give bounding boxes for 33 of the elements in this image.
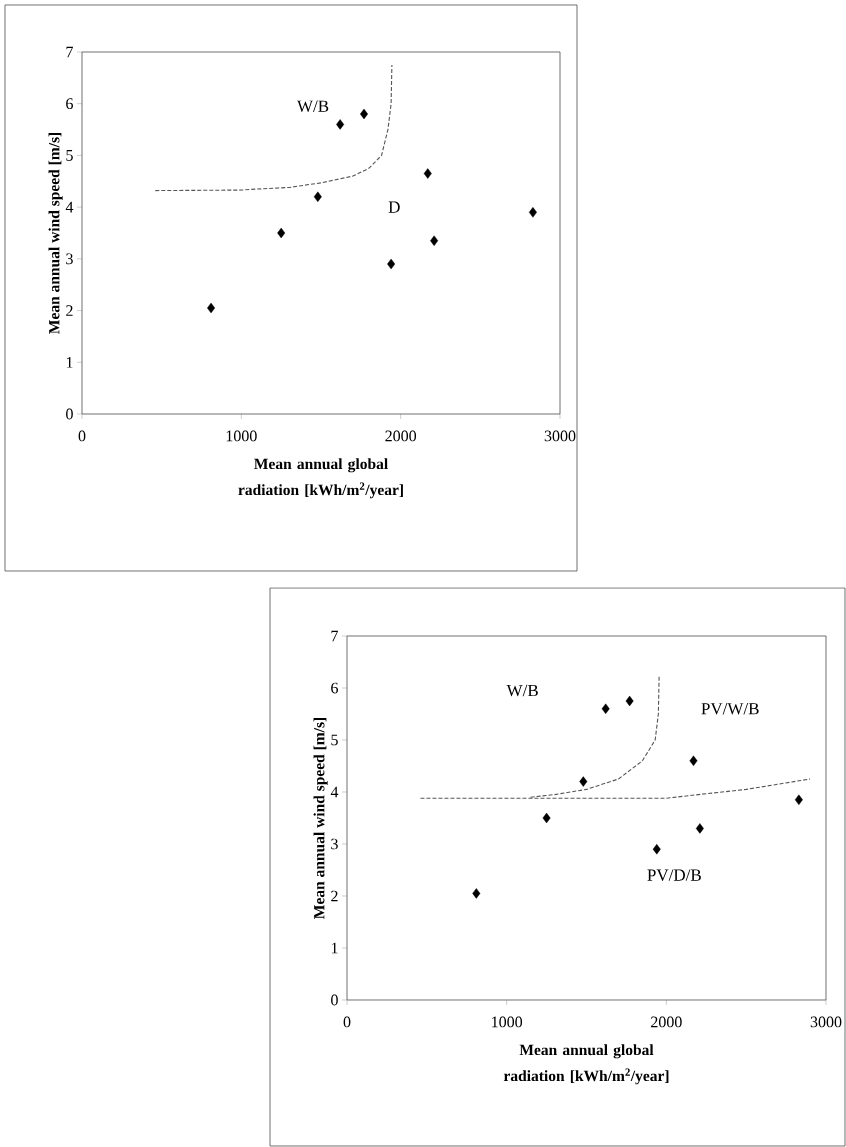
y-axis-title: Mean annual wind speed [m/s] xyxy=(313,717,328,919)
x-tick-label: 0 xyxy=(78,430,86,442)
y-tick-label: 0 xyxy=(66,408,73,420)
x-axis-title: Mean annual global radiation [kWh/m$^{2}$/year] xyxy=(503,1044,669,1085)
y-tick-label: 3 xyxy=(331,838,338,850)
y-tick-label: 7 xyxy=(331,630,339,642)
x-tick-label: 3000 xyxy=(544,430,576,442)
annotation: PV/D/B xyxy=(647,869,701,881)
y-axis-title: Mean annual wind speed [m/s] xyxy=(48,132,63,334)
x-tick-label: 1000 xyxy=(226,430,257,442)
annotation: D xyxy=(388,201,400,213)
x-tick-label: 3000 xyxy=(810,1016,842,1028)
y-tick-label: 6 xyxy=(331,682,338,694)
y-tick-label: 2 xyxy=(331,890,338,902)
annotation: W/B xyxy=(297,100,329,113)
x-tick-label: 1000 xyxy=(492,1016,523,1028)
y-tick-label: 5 xyxy=(331,734,338,746)
y-tick-label: 2 xyxy=(66,305,73,316)
y-tick-label: 1 xyxy=(66,357,73,368)
annotation: PV/W/B xyxy=(701,703,759,715)
x-tick-label: 0 xyxy=(343,1016,351,1028)
y-tick-label: 7 xyxy=(66,46,74,58)
annotation: W/B xyxy=(506,684,538,697)
y-tick-label: 3 xyxy=(66,253,73,265)
y-tick-label: 4 xyxy=(65,201,74,213)
y-tick-label: 5 xyxy=(66,150,73,161)
x-tick-label: 2000 xyxy=(651,1016,682,1028)
x-axis-title: Mean annual global radiation [kWh/m$^{2}$/year] xyxy=(238,458,403,499)
y-tick-label: 0 xyxy=(331,994,338,1006)
y-tick-label: 6 xyxy=(66,98,73,110)
y-tick-label: 1 xyxy=(331,942,338,954)
x-tick-label: 2000 xyxy=(385,430,417,442)
y-tick-label: 4 xyxy=(330,786,339,798)
